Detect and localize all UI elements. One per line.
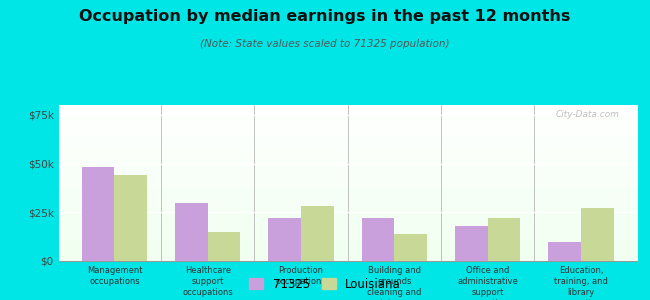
Text: City-Data.com: City-Data.com (556, 110, 619, 119)
Bar (82, 167, 114, 261)
Bar (268, 218, 301, 261)
Text: Occupation by median earnings in the past 12 months: Occupation by median earnings in the pas… (79, 9, 571, 24)
Bar (301, 206, 333, 261)
Text: (Note: State values scaled to 71325 population): (Note: State values scaled to 71325 popu… (200, 39, 450, 49)
Bar (362, 218, 395, 261)
Bar (395, 234, 427, 261)
Bar (549, 242, 581, 261)
Bar (488, 218, 521, 261)
Bar (114, 175, 147, 261)
Bar (581, 208, 614, 261)
Bar (455, 226, 488, 261)
Bar (208, 232, 240, 261)
Legend: 71325, Louisiana: 71325, Louisiana (246, 274, 404, 294)
Bar (175, 202, 208, 261)
